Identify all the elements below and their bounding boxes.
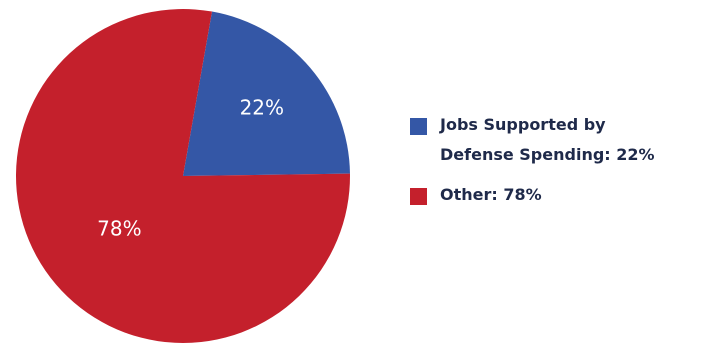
legend-label-other: Other: 78% — [440, 185, 542, 204]
pie-slice-labels: 22% 78% — [97, 95, 284, 240]
pie-slice-other — [15, 9, 350, 344]
legend: Jobs Supported by Defense Spending: 22% … — [410, 114, 695, 224]
pie-slice-jobs-supported — [183, 11, 350, 177]
pie-label-jobs-supported: 22% — [240, 95, 284, 119]
legend-swatch-jobs-supported — [410, 118, 427, 135]
pie-label-other: 78% — [97, 217, 141, 241]
legend-label-jobs-supported: Jobs Supported by Defense Spending: 22% — [440, 115, 655, 164]
legend-item-jobs-supported: Jobs Supported by Defense Spending: 22% — [410, 114, 695, 170]
legend-item-other: Other: 78% — [410, 184, 695, 210]
pie-slices — [15, 9, 350, 344]
legend-swatch-other — [410, 188, 427, 205]
